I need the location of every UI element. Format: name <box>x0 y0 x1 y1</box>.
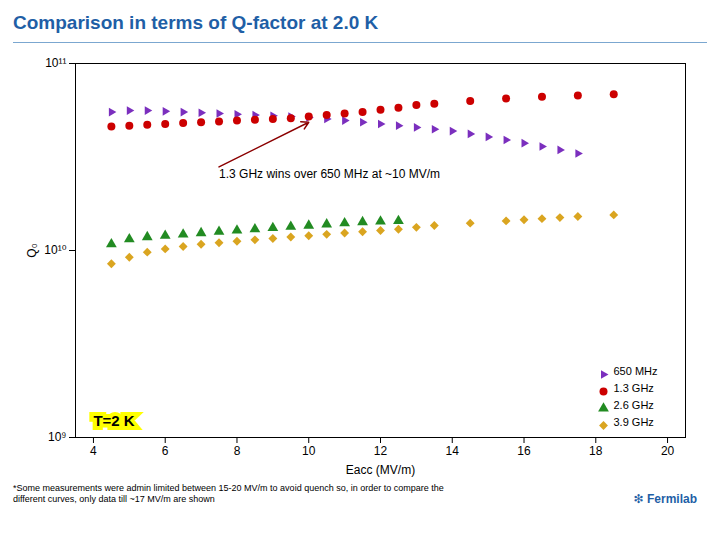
svg-text:Q₀: Q₀ <box>25 243 39 257</box>
svg-text:12: 12 <box>374 444 388 458</box>
svg-text:T=2 K: T=2 K <box>93 412 134 429</box>
svg-text:8: 8 <box>234 444 241 458</box>
svg-text:4: 4 <box>90 444 97 458</box>
svg-text:1.3 GHz wins over 650 MHz at ~: 1.3 GHz wins over 650 MHz at ~10 MV/m <box>219 167 440 181</box>
svg-text:10: 10 <box>302 444 316 458</box>
svg-text:10¹⁰: 10¹⁰ <box>44 243 66 257</box>
svg-text:14: 14 <box>446 444 460 458</box>
svg-text:650 MHz: 650 MHz <box>614 365 658 377</box>
html-text:❇ Fermilab: ❇ Fermilab <box>633 491 697 506</box>
svg-text:20: 20 <box>661 444 675 458</box>
svg-text:18: 18 <box>589 444 603 458</box>
svg-text:1.3 GHz: 1.3 GHz <box>614 382 654 394</box>
svg-text:6: 6 <box>162 444 169 458</box>
html-text:*Some measurements were admin: *Some measurements were admin limited be… <box>13 483 444 505</box>
svg-text:3.9 GHz: 3.9 GHz <box>614 416 654 428</box>
svg-text:Eacc (MV/m): Eacc (MV/m) <box>346 463 415 477</box>
svg-text:10⁹: 10⁹ <box>48 430 67 444</box>
svg-text:2.6 GHz: 2.6 GHz <box>614 399 654 411</box>
svg-text:10¹¹: 10¹¹ <box>45 56 66 70</box>
svg-text:16: 16 <box>517 444 531 458</box>
html-text:Comparison in terms of Q-facto: Comparison in terms of Q-factor at 2.0 K <box>13 12 379 33</box>
